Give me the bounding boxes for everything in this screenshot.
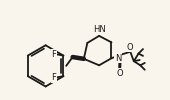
Text: N: N [115,54,121,63]
Text: HN: HN [93,25,106,34]
Text: F: F [52,50,56,59]
Text: O: O [127,43,134,52]
Text: F: F [52,73,56,82]
Text: O: O [117,69,124,78]
